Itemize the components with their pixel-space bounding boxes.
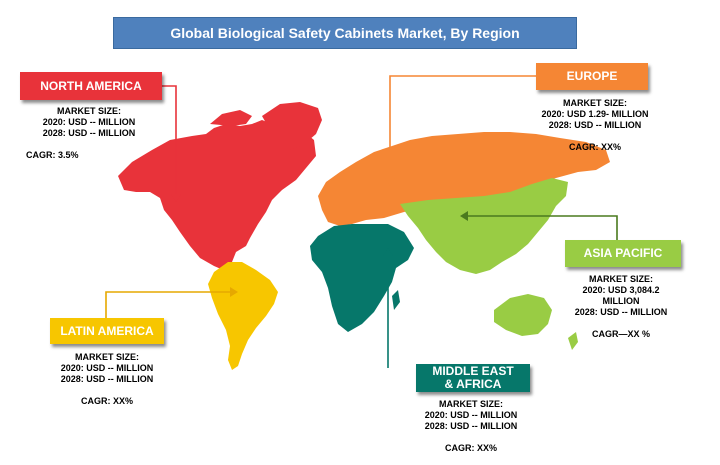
north-america-shape	[118, 120, 316, 280]
north-america-info: MARKET SIZE: 2020: USD -- MILLION 2028: …	[14, 106, 164, 161]
africa-shape	[310, 224, 414, 332]
asia-pacific-2020-unit: MILLION	[602, 296, 640, 306]
arctic-islands-shape	[210, 110, 252, 126]
middle-east-africa-market-size-label: MARKET SIZE:	[439, 399, 503, 409]
north-america-market-size-label: MARKET SIZE:	[57, 106, 121, 116]
north-america-leader	[162, 85, 177, 196]
north-america-cagr: CAGR: 3.5%	[26, 150, 79, 160]
north-america-2020: 2020: USD -- MILLION	[42, 117, 136, 127]
europe-leader	[389, 75, 536, 180]
europe-label: EUROPE	[536, 63, 648, 90]
map-title: Global Biological Safety Cabinets Market…	[113, 17, 577, 49]
asia-pacific-market-size-label: MARKET SIZE:	[589, 274, 653, 284]
europe-info: MARKET SIZE: 2020: USD 1.29- MILLION 202…	[520, 98, 670, 153]
europe-2028: 2028: USD -- MILLION	[548, 120, 642, 130]
asia-pacific-leader	[466, 215, 618, 240]
latin-america-leader	[105, 291, 232, 318]
latin-america-cagr: CAGR: XX%	[80, 396, 133, 406]
leader-lines	[105, 75, 618, 368]
middle-east-africa-2028: 2028: USD -- MILLION	[424, 421, 518, 431]
asia-pacific-cagr: CAGR—XX %	[591, 329, 650, 339]
middle-east-africa-label-line2: & AFRICA	[444, 377, 502, 391]
europe-shape	[318, 132, 610, 226]
latin-america-2020: 2020: USD -- MILLION	[60, 363, 154, 373]
middle-east-africa-label: MIDDLE EAST & AFRICA	[416, 364, 530, 392]
europe-2020: 2020: USD 1.29- MILLION	[541, 109, 649, 119]
latin-america-market-size-label: MARKET SIZE:	[75, 352, 139, 362]
asia-pacific-label: ASIA PACIFIC	[565, 240, 681, 267]
middle-east-africa-info: MARKET SIZE: 2020: USD -- MILLION 2028: …	[396, 399, 546, 454]
latin-america-label: LATIN AMERICA	[50, 318, 164, 344]
new-zealand-shape	[568, 332, 578, 350]
europe-market-size-label: MARKET SIZE:	[563, 98, 627, 108]
north-america-label: NORTH AMERICA	[20, 72, 162, 100]
greenland-shape	[262, 102, 322, 150]
asia-pacific-info: MARKET SIZE: 2020: USD 3,084.2 MILLION 2…	[546, 274, 696, 340]
asia-pacific-2020: 2020: USD 3,084.2	[582, 285, 660, 295]
region-asia-pacific	[400, 178, 578, 350]
region-north-america	[118, 102, 322, 280]
middle-east-africa-2020: 2020: USD -- MILLION	[424, 410, 518, 420]
europe-cagr: CAGR: XX%	[568, 142, 621, 152]
latin-america-2028: 2028: USD -- MILLION	[60, 374, 154, 384]
madagascar-shape	[392, 290, 400, 310]
asia-pacific-2028: 2028: USD -- MILLION	[574, 307, 668, 317]
middle-east-africa-label-line1: MIDDLE EAST	[432, 364, 514, 378]
latin-america-shape	[208, 262, 278, 370]
australia-shape	[494, 294, 552, 336]
middle-east-africa-cagr: CAGR: XX%	[444, 443, 497, 453]
asia-shape	[400, 178, 568, 274]
north-america-2028: 2028: USD -- MILLION	[42, 128, 136, 138]
latin-america-info: MARKET SIZE: 2020: USD -- MILLION 2028: …	[32, 352, 182, 407]
